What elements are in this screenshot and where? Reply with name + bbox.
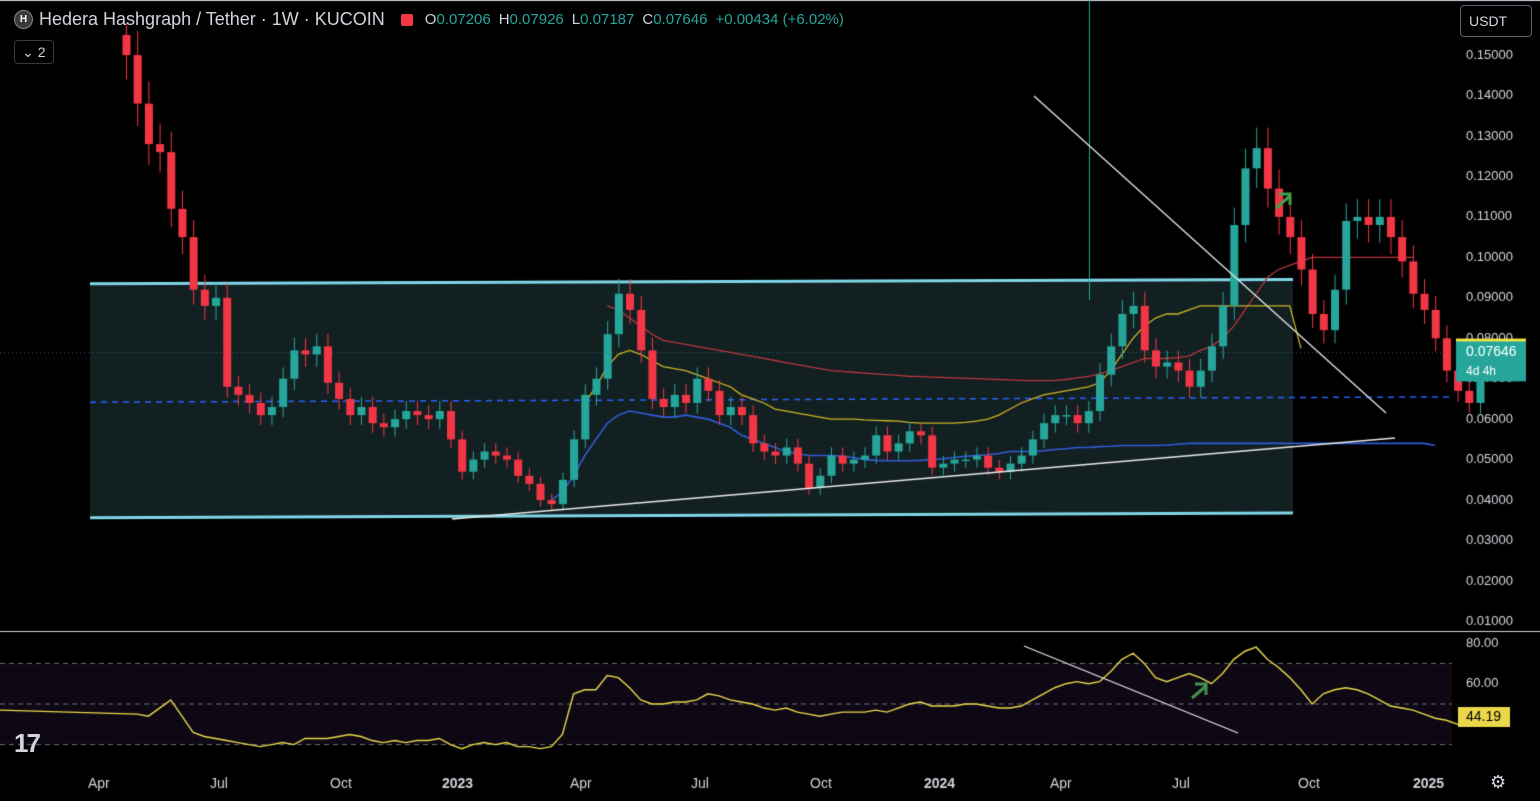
chevron-down-icon: ⌄	[22, 43, 34, 60]
indicators-collapse-button[interactable]: ⌄ 2	[14, 40, 54, 64]
hbar-logo-icon: H	[14, 10, 33, 29]
tradingview-logo[interactable]: 17	[14, 728, 41, 758]
chart-header: H Hedera Hashgraph / Tether · 1W · KUCOI…	[14, 9, 844, 30]
ohlc-values: O0.07206 H0.07926 L0.07187 C0.07646 +0.0…	[424, 11, 844, 28]
market-status-icon[interactable]	[400, 13, 413, 26]
gear-icon[interactable]: ⚙	[1490, 772, 1507, 792]
symbol-title[interactable]: Hedera Hashgraph / Tether · 1W · KUCOIN	[39, 9, 385, 29]
price-change: +0.00434 (+6.02%)	[715, 11, 844, 28]
currency-select-button[interactable]: USDT	[1460, 5, 1532, 37]
